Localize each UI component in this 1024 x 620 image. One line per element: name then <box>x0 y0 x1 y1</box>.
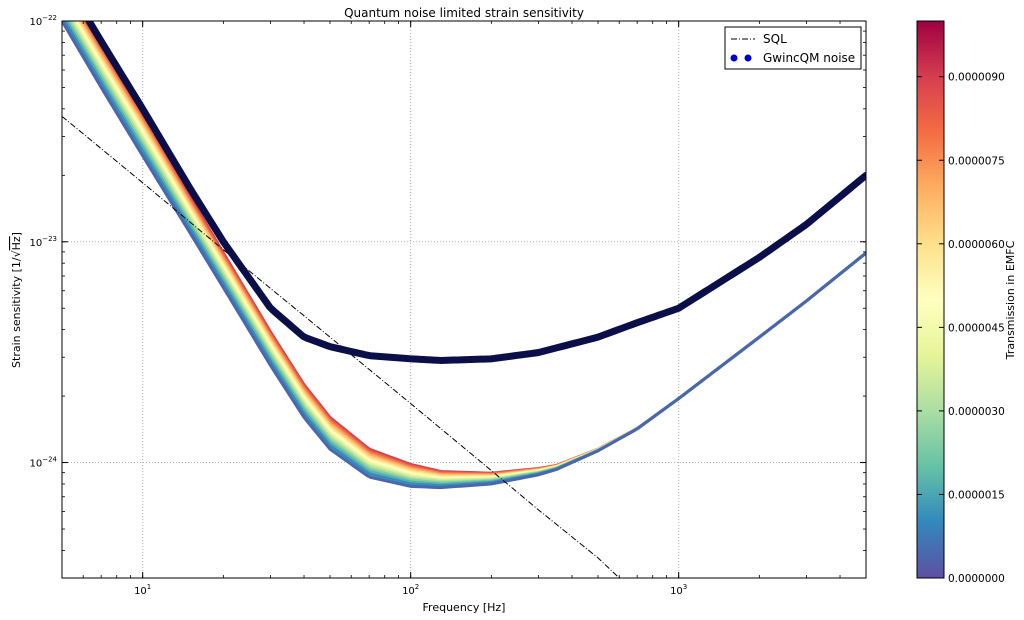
y-axis-label-suffix: ] <box>10 232 23 236</box>
colorbar-tick-label: 0.0000015 <box>948 489 1005 501</box>
legend-gwinc-dot <box>730 54 738 62</box>
y-tick-label: 10−23 <box>29 235 57 249</box>
sql-line <box>62 115 866 578</box>
y-axis-label-prefix: Strain sensitivity [1/ <box>10 257 23 368</box>
colorbar-tick-label: 0.0000090 <box>948 72 1005 84</box>
colorbar-gradient <box>916 20 945 579</box>
colorbar-label: Transmission in EMFC <box>1004 240 1017 360</box>
legend-sql-label: SQL <box>763 32 787 46</box>
x-tick-label: 102 <box>402 583 419 597</box>
plot-background <box>62 21 866 578</box>
y-axis-label-sqrt: Hz <box>10 236 23 250</box>
x-axis-label: Frequency [Hz] <box>423 601 506 614</box>
y-tick-label: 10−24 <box>29 456 57 470</box>
plot-frame <box>61 20 867 579</box>
colorbar-tick-label: 0.0000045 <box>948 322 1005 334</box>
plot-area: 101 102 103 10−24 10−23 10−22 <box>29 14 867 597</box>
legend-gwinc-dot <box>744 54 752 62</box>
series-group <box>62 21 866 578</box>
x-tick-label: 103 <box>670 583 687 597</box>
y-axis-label-sqrt-sign: √ <box>10 249 23 257</box>
colorbar-tick-label: 0.0000000 <box>948 573 1005 585</box>
colorbar: 0.0000000 0.0000015 0.0000030 0.0000045 0.00… <box>916 20 1017 585</box>
legend-box <box>724 26 862 70</box>
transmission-curve <box>62 21 866 490</box>
colorbar-tick-label: 0.0000060 <box>948 239 1005 251</box>
gwincqm-noise-line <box>84 21 866 364</box>
colorbar-ticks: 0.0000000 0.0000015 0.0000030 0.0000045 0.00… <box>917 72 1005 585</box>
y-tick-label: 10−22 <box>29 14 57 28</box>
legend: SQL GwincQM noise <box>724 26 862 70</box>
legend-gwinc-label: GwincQM noise <box>763 51 855 65</box>
x-tick-label: 101 <box>134 583 151 597</box>
y-axis-label: Strain sensitivity [1/√Hz] <box>10 232 23 368</box>
colorbar-tick-label: 0.0000030 <box>948 406 1005 418</box>
chart-title: Quantum noise limited strain sensitivity <box>344 6 584 20</box>
colorbar-tick-label: 0.0000075 <box>948 155 1005 167</box>
